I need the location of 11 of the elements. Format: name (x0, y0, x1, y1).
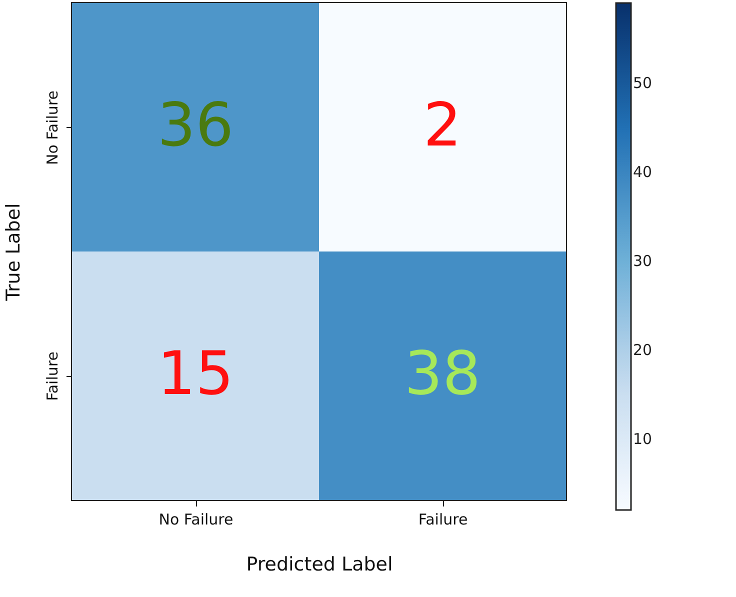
data-label: 2 (423, 90, 462, 160)
color-bar-label: 40 (633, 163, 652, 181)
data-label: 36 (157, 90, 234, 160)
color-bar-label: 20 (633, 340, 652, 359)
color-bar-label: 50 (633, 74, 652, 92)
color-bar-label: 30 (633, 252, 652, 270)
data-label: 15 (157, 338, 234, 409)
x-axis-title: Predicted Label (246, 554, 393, 576)
y-axis-title: True Label (2, 203, 24, 302)
color-bar-label: 10 (633, 430, 652, 448)
data-label: 38 (404, 338, 481, 409)
